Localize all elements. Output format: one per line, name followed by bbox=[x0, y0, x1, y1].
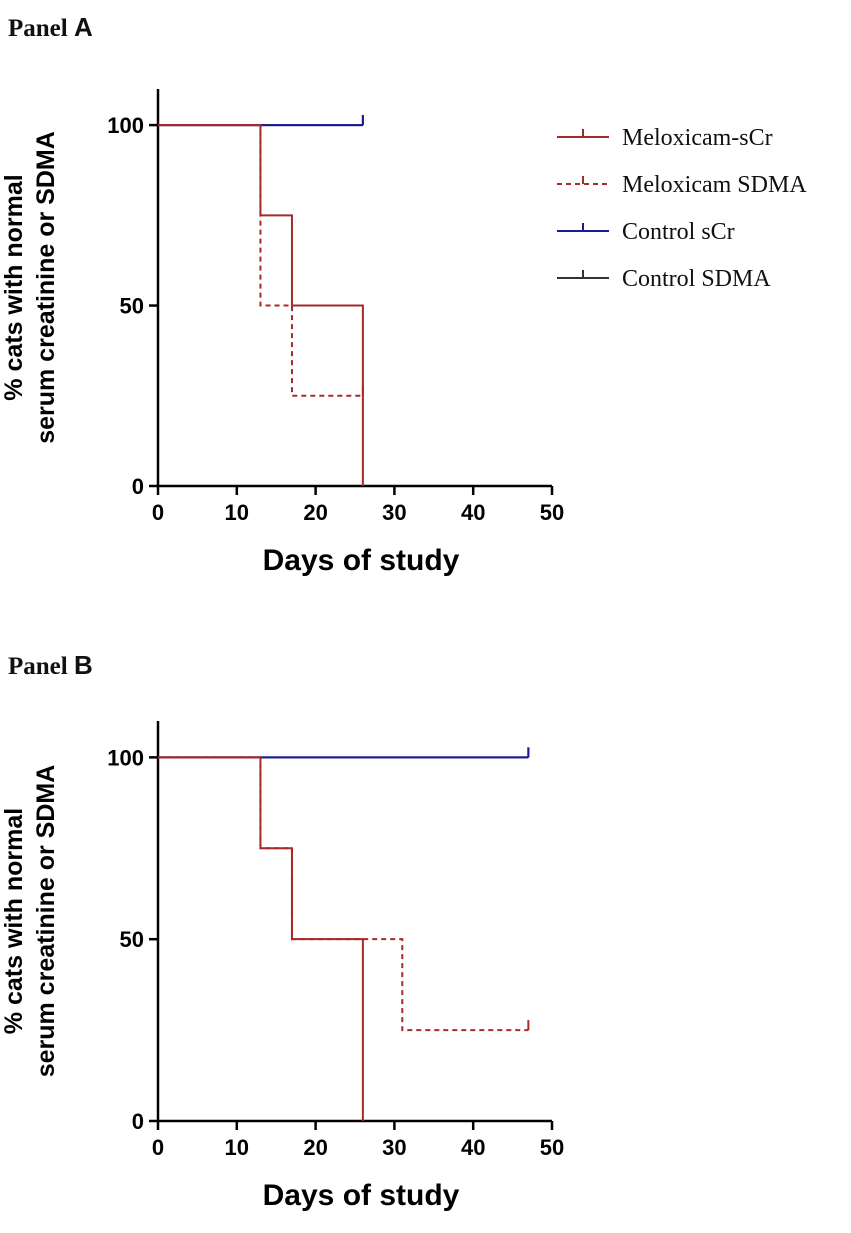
series-line bbox=[158, 124, 364, 486]
y-tick-label: 0 bbox=[132, 474, 144, 499]
x-tick-label: 50 bbox=[540, 500, 564, 525]
x-tick-label: 50 bbox=[540, 1135, 564, 1160]
panel-a-letter: A bbox=[73, 12, 93, 42]
legend-label: Meloxicam-sCr bbox=[622, 125, 773, 151]
y-tick-label: 100 bbox=[107, 113, 144, 138]
x-tick-label: 10 bbox=[225, 1135, 249, 1160]
x-tick-label: 30 bbox=[382, 1135, 406, 1160]
x-tick-label: 40 bbox=[461, 500, 485, 525]
y-tick-label: 50 bbox=[120, 927, 144, 952]
series-line bbox=[158, 756, 364, 1121]
y-axis-title: % cats with normal serum creatinine or SD… bbox=[0, 131, 60, 444]
chart-panel-b: 0 10 20 30 40 50 0 50 100 Days of study % cats wit… bbox=[0, 721, 564, 1212]
panel-b-prefix: Panel bbox=[8, 653, 68, 680]
y-axis-title-line: % cats with normal bbox=[0, 174, 28, 400]
x-axis-title: Days of study bbox=[263, 1179, 460, 1212]
x-tick-label: 10 bbox=[225, 500, 249, 525]
y-tick-label: 0 bbox=[132, 1109, 144, 1134]
y-tick-label: 50 bbox=[120, 294, 144, 319]
x-tick-label: 20 bbox=[303, 1135, 327, 1160]
y-axis-title-line: serum creatinine or SDMA bbox=[32, 765, 60, 1078]
y-tick-label: 100 bbox=[107, 745, 144, 770]
x-tick-label: 30 bbox=[382, 500, 406, 525]
y-axis-title-line: % cats with normal bbox=[0, 808, 28, 1034]
series-line bbox=[158, 756, 529, 1032]
panel-b-letter: B bbox=[73, 650, 93, 680]
panel-a-title: Panel A bbox=[8, 12, 93, 43]
x-tick-label: 20 bbox=[303, 500, 327, 525]
chart-panel-a: 0 10 20 30 40 50 0 50 100 Days of study % cats wit… bbox=[0, 89, 807, 577]
y-axis-title-line: serum creatinine or SDMA bbox=[32, 131, 60, 444]
panel-b-title: Panel B bbox=[8, 650, 93, 681]
x-tick-label: 40 bbox=[461, 1135, 485, 1160]
legend-label: Control sCr bbox=[622, 219, 735, 245]
legend-label: Meloxicam SDMA bbox=[622, 172, 807, 198]
panel-a-prefix: Panel bbox=[8, 15, 68, 42]
y-axis-title: % cats with normal serum creatinine or SD… bbox=[0, 765, 60, 1078]
x-axis-title: Days of study bbox=[263, 544, 460, 577]
x-tick-label: 0 bbox=[152, 1135, 164, 1160]
x-tick-label: 0 bbox=[152, 500, 164, 525]
legend-label: Control SDMA bbox=[622, 266, 771, 292]
